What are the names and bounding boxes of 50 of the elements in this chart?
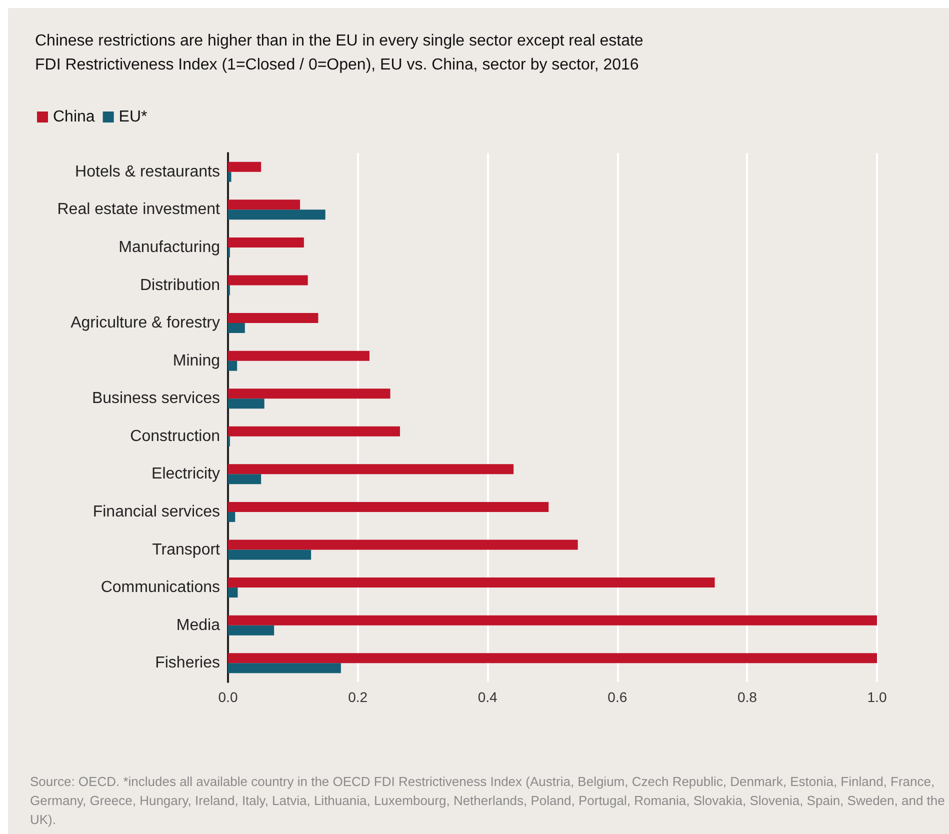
y-tick-label: Fisheries <box>155 654 220 672</box>
bar <box>228 210 326 220</box>
y-tick-label: Mining <box>172 352 220 370</box>
bar <box>228 464 514 474</box>
bar <box>228 162 262 172</box>
bar <box>228 172 232 182</box>
y-tick-label: Manufacturing <box>118 238 220 256</box>
bar <box>228 550 312 560</box>
bar <box>228 512 236 522</box>
bar <box>228 237 304 248</box>
bar <box>228 360 238 371</box>
y-tick-label: Agriculture & forestry <box>70 314 220 332</box>
bar <box>228 625 274 636</box>
y-tick-label: Business services <box>92 390 220 408</box>
y-tick-label: Construction <box>130 428 220 445</box>
legend-label: EU* <box>118 108 148 126</box>
y-tick-label: Media <box>176 616 220 634</box>
bar <box>228 615 877 626</box>
y-tick-label: Hotels & restaurants <box>75 163 220 180</box>
x-tick-label: 0.8 <box>737 689 758 705</box>
x-tick-label: 0.4 <box>478 689 498 705</box>
bar <box>228 426 400 436</box>
x-tick-label: 0.2 <box>348 689 368 705</box>
y-tick-label: Real estate investment <box>57 201 221 218</box>
bar <box>228 350 370 361</box>
bar <box>228 663 341 674</box>
source-note: Source: OECD. *includes all available country in the OECD FDI Restrictiveness Index (Austria, Belgium, Czech Republic, Denmark, Estonia, Finland, France, Germany, Greece, Hungary, Ireland, Italy, Latvia, Lithuania, Luxembourg, Netherlands, Poland, Portugal, Romania, Slovakia, Slovenia, Spain, Sweden, and the UK). <box>30 773 946 829</box>
bar <box>228 398 264 409</box>
y-tick-label: Distribution <box>140 276 220 294</box>
bar <box>228 540 578 550</box>
bar <box>228 502 549 512</box>
chart-title: Chinese restrictions are higher than in the EU in every single sector except real estate <box>35 32 644 50</box>
bar <box>228 474 262 484</box>
bar <box>228 588 238 598</box>
y-tick-label: Electricity <box>152 466 220 483</box>
bar <box>228 323 245 334</box>
x-tick-label: 0.6 <box>608 689 628 705</box>
x-tick-label: 1.0 <box>867 689 887 705</box>
bar <box>228 578 715 588</box>
y-tick-label: Transport <box>152 541 221 558</box>
y-tick-label: Financial services <box>92 503 220 520</box>
y-tick-label: Communications <box>100 579 220 596</box>
chart-subtitle: FDI Restrictiveness Index (1=Closed / 0=Open), EU vs. China, sector by sector, 2016 <box>35 56 639 74</box>
bar <box>228 200 300 210</box>
bar <box>228 653 877 664</box>
x-tick-label: 0.0 <box>218 689 238 705</box>
bar <box>228 313 318 324</box>
bar <box>228 275 308 286</box>
legend-label: China <box>53 108 95 126</box>
bar <box>228 388 390 399</box>
